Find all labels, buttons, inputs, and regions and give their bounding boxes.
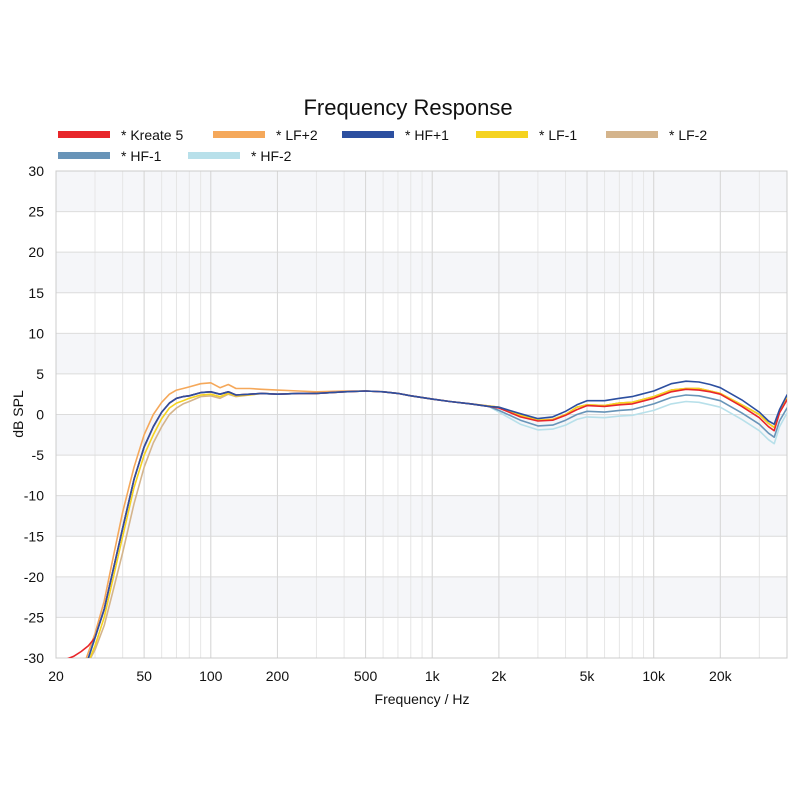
x-tick-label: 500 bbox=[354, 668, 378, 684]
legend-swatch bbox=[188, 152, 240, 159]
plot-band bbox=[56, 576, 787, 618]
y-tick-label: -20 bbox=[24, 569, 44, 585]
plot-band bbox=[56, 333, 787, 374]
y-tick-label: 15 bbox=[28, 285, 44, 301]
legend-label: * LF-1 bbox=[539, 127, 577, 143]
y-tick-label: -5 bbox=[32, 447, 45, 463]
legend-swatch bbox=[606, 131, 658, 138]
legend-swatch bbox=[58, 152, 110, 159]
x-axis-ticks: 20 50 100 200 500 1k 2k 5k 10k 20k bbox=[48, 668, 732, 684]
x-tick-label: 5k bbox=[580, 668, 596, 684]
chart-title: Frequency Response bbox=[303, 95, 512, 120]
x-tick-label: 2k bbox=[491, 668, 507, 684]
plot-band bbox=[56, 414, 787, 456]
legend-swatch bbox=[213, 131, 265, 138]
legend-label: * LF-2 bbox=[669, 127, 707, 143]
y-tick-label: 20 bbox=[28, 244, 44, 260]
x-tick-label: 200 bbox=[266, 668, 290, 684]
series-layer bbox=[67, 380, 787, 658]
legend-swatch bbox=[342, 131, 394, 138]
legend-label: * LF+2 bbox=[276, 127, 318, 143]
y-axis-ticks: 30 25 20 15 10 5 0 -5 -10 -15 -20 -25 -30 bbox=[24, 163, 44, 666]
x-tick-label: 10k bbox=[642, 668, 666, 684]
y-tick-label: -10 bbox=[24, 488, 44, 504]
legend-label: * HF-2 bbox=[251, 148, 292, 164]
legend-label: * HF-1 bbox=[121, 148, 162, 164]
legend-swatch bbox=[58, 131, 110, 138]
y-tick-label: 25 bbox=[28, 204, 44, 220]
legend-label: * HF+1 bbox=[405, 127, 449, 143]
x-tick-label: 20k bbox=[709, 668, 733, 684]
legend-swatch bbox=[476, 131, 528, 138]
plot-bands bbox=[56, 171, 787, 618]
legend-label: * Kreate 5 bbox=[121, 127, 183, 143]
series-line bbox=[87, 380, 787, 658]
x-tick-label: 20 bbox=[48, 668, 64, 684]
y-tick-label: 5 bbox=[36, 366, 44, 382]
plot-band bbox=[56, 171, 787, 212]
x-tick-label: 1k bbox=[425, 668, 441, 684]
legend: * Kreate 5 * LF+2 * HF+1 * LF-1 * LF-2 * HF-1… bbox=[58, 127, 707, 164]
x-tick-label: 100 bbox=[199, 668, 223, 684]
y-axis-label: dB SPL bbox=[10, 390, 26, 438]
plot-band bbox=[56, 252, 787, 293]
x-axis-label: Frequency / Hz bbox=[375, 691, 470, 707]
y-tick-label: -15 bbox=[24, 528, 44, 544]
x-tick-label: 50 bbox=[136, 668, 152, 684]
y-tick-label: 0 bbox=[36, 407, 44, 423]
y-tick-label: 30 bbox=[28, 163, 44, 179]
plot-band bbox=[56, 495, 787, 537]
y-tick-label: 10 bbox=[28, 325, 44, 341]
y-tick-label: -30 bbox=[24, 650, 44, 666]
y-tick-label: -25 bbox=[24, 609, 44, 625]
